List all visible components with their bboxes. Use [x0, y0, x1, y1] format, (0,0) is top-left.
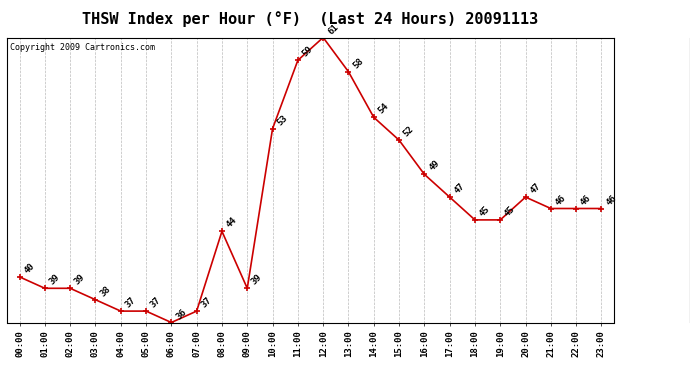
- Text: 54: 54: [377, 102, 391, 116]
- Text: 39: 39: [48, 273, 61, 287]
- Text: 44: 44: [225, 216, 239, 230]
- Text: 53: 53: [275, 113, 289, 127]
- Text: 37: 37: [199, 296, 213, 310]
- Text: 37: 37: [149, 296, 163, 310]
- Text: 47: 47: [529, 182, 542, 196]
- Text: 46: 46: [553, 193, 568, 207]
- Text: THSW Index per Hour (°F)  (Last 24 Hours) 20091113: THSW Index per Hour (°F) (Last 24 Hours)…: [82, 11, 539, 27]
- Text: 45: 45: [503, 204, 517, 219]
- Text: Copyright 2009 Cartronics.com: Copyright 2009 Cartronics.com: [10, 43, 155, 52]
- Text: 38: 38: [98, 284, 112, 298]
- Text: 40: 40: [22, 261, 37, 276]
- Text: 58: 58: [351, 56, 365, 70]
- Text: 61: 61: [326, 22, 340, 36]
- Text: 59: 59: [301, 45, 315, 59]
- Text: 52: 52: [402, 125, 416, 139]
- Text: 46: 46: [604, 193, 618, 207]
- Text: 39: 39: [73, 273, 87, 287]
- Text: 49: 49: [427, 159, 441, 173]
- Text: 36: 36: [174, 307, 188, 321]
- Text: 39: 39: [250, 273, 264, 287]
- Text: 37: 37: [124, 296, 137, 310]
- Text: 47: 47: [453, 182, 466, 196]
- Text: 46: 46: [579, 193, 593, 207]
- Text: 45: 45: [477, 204, 492, 219]
